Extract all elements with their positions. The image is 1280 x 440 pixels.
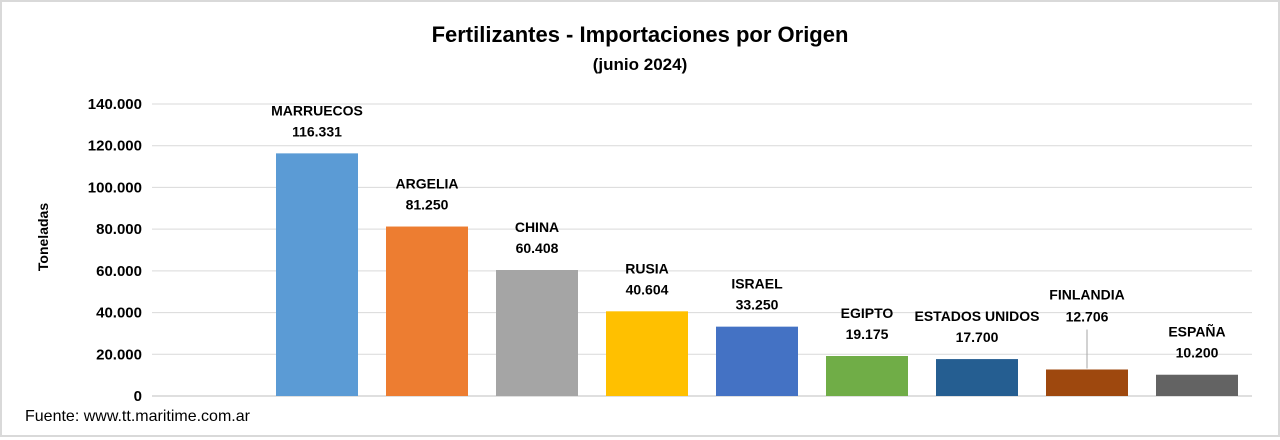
y-axis-label: Toneladas <box>35 203 51 271</box>
category-label: ISRAEL <box>731 276 783 292</box>
bar-estados-unidos <box>936 359 1018 396</box>
data-labels: MARRUECOS 116.331 ARGELIA 81.250 CHINA 60.408… <box>271 102 1226 369</box>
bars <box>276 153 1238 396</box>
bar-israel <box>716 326 798 396</box>
y-tick-label: 20.000 <box>96 346 142 363</box>
category-label: RUSIA <box>625 260 669 276</box>
chart-title: Fertilizantes - Importaciones por Origen <box>432 22 849 47</box>
value-label: 40.604 <box>626 281 669 297</box>
bar-china <box>496 270 578 396</box>
value-label: 19.175 <box>846 326 889 342</box>
category-label: CHINA <box>515 219 559 235</box>
y-tick-label: 0 <box>134 388 142 405</box>
source-note: Fuente: www.tt.maritime.com.ar <box>25 408 251 425</box>
y-tick-label: 60.000 <box>96 263 142 280</box>
bar-finlandia <box>1046 369 1128 396</box>
category-label: ESTADOS UNIDOS <box>915 308 1040 324</box>
bar-españa <box>1156 374 1238 396</box>
value-label: 116.331 <box>292 123 342 139</box>
category-label: ARGELIA <box>396 176 459 192</box>
category-label: EGIPTO <box>841 305 894 321</box>
value-label: 12.706 <box>1066 308 1109 324</box>
y-tick-labels: 0 20.000 40.000 60.000 80.000 100.000 120.000 1… <box>88 96 142 405</box>
bar-marruecos <box>276 153 358 396</box>
value-label: 17.700 <box>956 329 999 345</box>
y-tick-label: 120.000 <box>88 138 142 155</box>
bar-egipto <box>826 356 908 396</box>
value-label: 60.408 <box>516 240 559 256</box>
y-tick-label: 100.000 <box>88 179 142 196</box>
value-label: 33.250 <box>736 297 779 313</box>
value-label: 10.200 <box>1176 345 1219 361</box>
y-tick-label: 140.000 <box>88 96 142 113</box>
category-label: FINLANDIA <box>1049 286 1124 302</box>
category-label: ESPAÑA <box>1168 323 1225 340</box>
bar-argelia <box>386 226 468 396</box>
category-label: MARRUECOS <box>271 102 363 118</box>
value-label: 81.250 <box>406 197 449 213</box>
y-tick-label: 40.000 <box>96 305 142 322</box>
chart-subtitle: (junio 2024) <box>593 55 687 74</box>
y-tick-label: 80.000 <box>96 221 142 238</box>
bar-rusia <box>606 311 688 396</box>
